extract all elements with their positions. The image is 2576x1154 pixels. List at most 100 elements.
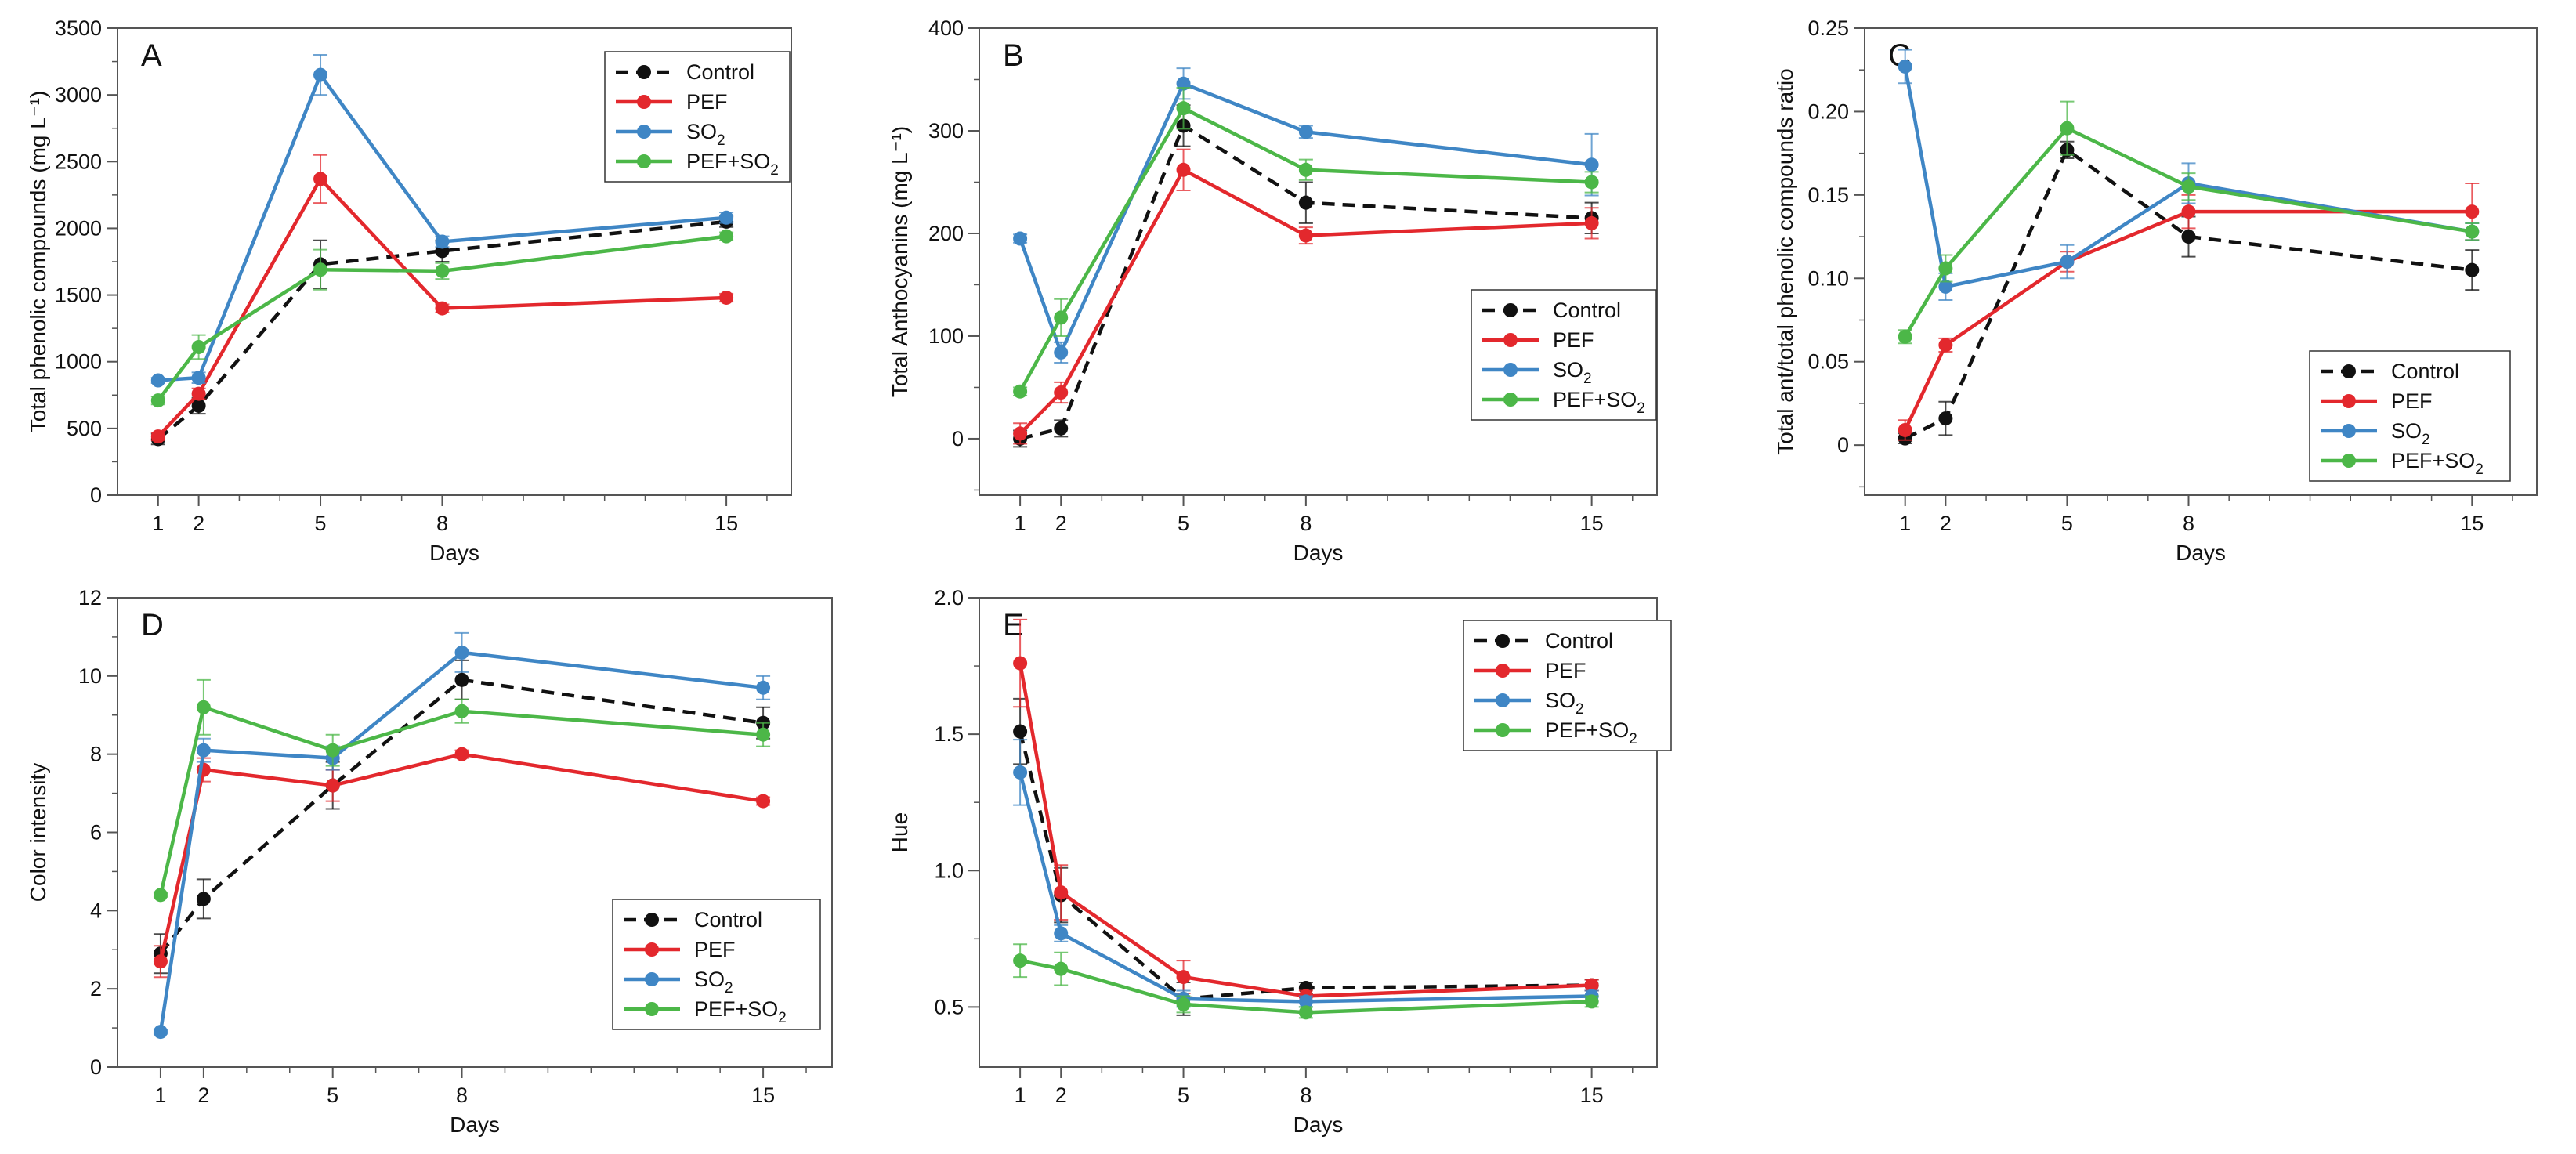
data-point <box>1298 125 1313 139</box>
x-axis-title: Days <box>429 541 479 565</box>
legend-marker <box>2342 424 2356 438</box>
data-point <box>2060 255 2075 269</box>
data-point <box>1938 279 1953 294</box>
series-control <box>150 214 734 447</box>
legend-label: PEF <box>1553 328 1594 352</box>
legend-marker <box>1496 664 1510 678</box>
y-axis-title: Color intensity <box>26 763 50 902</box>
x-tick-label: 15 <box>1580 1083 1604 1107</box>
series-pef-so2 <box>1013 86 1599 399</box>
legend-marker <box>1496 634 1510 648</box>
legend-subscript: 2 <box>725 980 733 997</box>
x-tick-label: 15 <box>751 1083 775 1107</box>
y-tick-label: 3500 <box>55 16 102 40</box>
data-point <box>1298 228 1313 243</box>
x-tick-label: 5 <box>1178 1083 1189 1107</box>
data-point <box>1898 329 1912 344</box>
data-point <box>191 398 206 413</box>
legend-marker <box>645 1002 659 1016</box>
legend-label: Control <box>2391 360 2459 383</box>
x-tick-label: 15 <box>715 512 738 535</box>
x-tick-label: 8 <box>1300 512 1312 535</box>
y-tick-label: 1500 <box>55 284 102 307</box>
y-tick-label: 500 <box>67 417 102 440</box>
legend-label: Control <box>686 60 754 84</box>
y-tick-label: 0.20 <box>1807 99 1849 123</box>
data-point <box>150 373 165 388</box>
panel-B: 0 100 200 300 400 1 2 5 8 15 Days Total Anthocyanin… <box>888 16 1658 565</box>
legend-marker <box>2342 364 2356 378</box>
y-tick-label: 0.05 <box>1807 350 1849 374</box>
x-tick-label: 8 <box>2183 512 2194 535</box>
y-tick-label: 100 <box>928 324 964 348</box>
x-tick-label: 2 <box>1055 1083 1067 1107</box>
plot-frame <box>1864 27 2538 496</box>
panel-letter: B <box>1003 38 1024 73</box>
legend-marker <box>637 95 651 109</box>
legend-label: Control <box>1545 629 1613 653</box>
legend-marker <box>2342 454 2356 468</box>
data-point <box>191 371 206 385</box>
y-tick-label: 1.5 <box>934 722 964 746</box>
y-tick-label: 200 <box>928 222 964 245</box>
legend-marker <box>1503 363 1518 377</box>
y-tick-label: 8 <box>90 743 102 766</box>
data-point <box>435 234 450 249</box>
y-axis-title: Total phenolic compounds (mg L⁻¹) <box>26 91 50 433</box>
x-tick-label: 1 <box>154 1083 166 1107</box>
data-point <box>1013 384 1028 399</box>
legend-marker <box>1503 303 1518 317</box>
data-point <box>1898 422 1912 437</box>
series-pef <box>150 154 734 444</box>
x-tick-label: 5 <box>1178 512 1189 535</box>
legend-label: PEF <box>694 938 736 961</box>
y-tick-label: 0.25 <box>1807 16 1849 40</box>
y-tick-label: 0.15 <box>1807 183 1849 207</box>
data-point <box>1176 101 1191 116</box>
data-point <box>1298 162 1313 177</box>
x-axis-title: Days <box>2176 541 2226 565</box>
data-point <box>435 263 450 278</box>
data-point <box>313 172 328 186</box>
data-point <box>1584 978 1599 993</box>
data-point <box>756 727 771 742</box>
legend-subscript: 2 <box>2475 461 2484 478</box>
series-line <box>157 219 727 441</box>
y-tick-label: 0 <box>90 1055 102 1079</box>
legend-subscript: 2 <box>2422 432 2430 448</box>
data-point <box>325 778 340 793</box>
y-tick-label: 2500 <box>55 150 102 173</box>
y-tick-label: 1000 <box>55 350 102 374</box>
legend-subscript: 2 <box>1637 400 1645 417</box>
legend-subscript: 2 <box>778 1010 787 1026</box>
panel-letter: A <box>141 38 162 73</box>
series-pef <box>1013 148 1599 445</box>
data-point <box>153 954 168 969</box>
plot-frame <box>979 597 1658 1068</box>
data-point <box>1298 994 1313 1009</box>
y-tick-label: 0 <box>952 427 964 450</box>
data-point <box>1176 162 1191 177</box>
x-tick-label: 1 <box>1015 512 1026 535</box>
data-point <box>325 743 340 758</box>
data-point <box>196 892 211 906</box>
x-tick-label: 2 <box>193 512 204 535</box>
panel-A: 0 500 1000 1500 2000 2500 3000 3500 1 2 5 8 15 Days To… <box>26 16 792 565</box>
legend-label: PEF <box>2391 389 2433 413</box>
y-tick-label: 6 <box>90 821 102 845</box>
legend-label: Control <box>694 908 762 932</box>
data-point <box>2181 230 2196 244</box>
y-tick-label: 300 <box>928 119 964 143</box>
legend-marker <box>1496 723 1510 737</box>
data-point <box>756 680 771 695</box>
data-point <box>1584 994 1599 1009</box>
x-tick-label: 15 <box>2460 512 2484 535</box>
data-point <box>2465 224 2480 239</box>
legend-label: PEF <box>1545 659 1586 682</box>
data-point <box>1013 953 1028 968</box>
data-point <box>191 339 206 354</box>
data-point <box>1938 261 1953 276</box>
